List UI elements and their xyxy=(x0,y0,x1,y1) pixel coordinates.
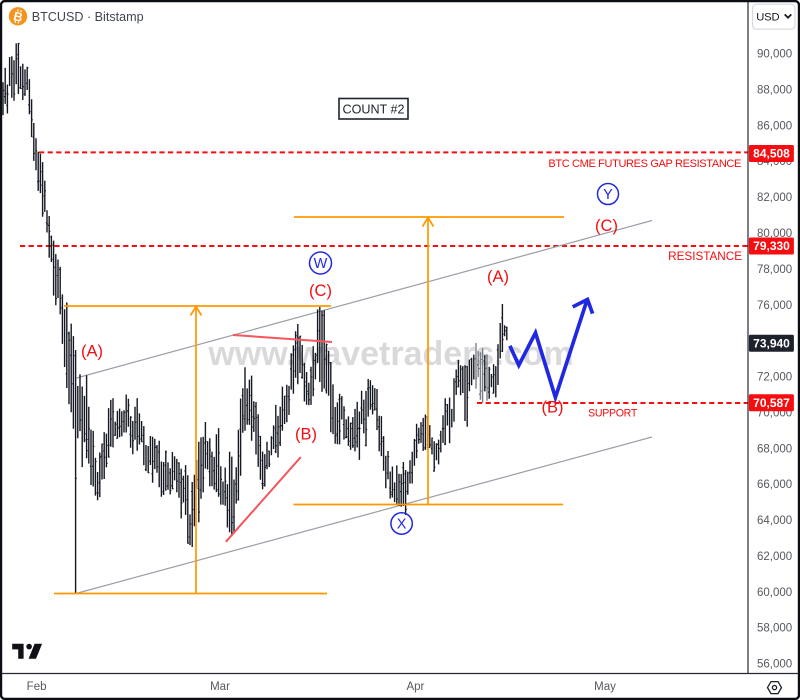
svg-text:78,000: 78,000 xyxy=(757,264,792,276)
svg-text:COUNT #2: COUNT #2 xyxy=(342,103,404,117)
svg-text:84,508: 84,508 xyxy=(753,147,790,161)
svg-text:(C): (C) xyxy=(595,217,618,235)
svg-text:68,000: 68,000 xyxy=(757,443,792,455)
svg-text:73,940: 73,940 xyxy=(753,337,790,351)
svg-text:56,000: 56,000 xyxy=(757,659,792,671)
svg-text:79,330: 79,330 xyxy=(753,239,790,253)
svg-text:Y: Y xyxy=(603,187,613,203)
svg-text:88,000: 88,000 xyxy=(757,85,792,97)
svg-text:(A): (A) xyxy=(487,268,509,286)
svg-text:58,000: 58,000 xyxy=(757,623,792,635)
svg-text:Apr: Apr xyxy=(406,681,424,693)
svg-text:(C): (C) xyxy=(309,282,332,300)
svg-text:RESISTANCE: RESISTANCE xyxy=(668,250,742,263)
svg-text:Mar: Mar xyxy=(210,681,230,693)
svg-text:80,000: 80,000 xyxy=(757,228,792,240)
svg-text:70,587: 70,587 xyxy=(753,396,790,410)
svg-text:X: X xyxy=(397,517,407,533)
svg-text:86,000: 86,000 xyxy=(757,120,792,132)
svg-text:SUPPORT: SUPPORT xyxy=(588,408,638,420)
svg-text:Feb: Feb xyxy=(27,681,47,693)
svg-text:72,000: 72,000 xyxy=(757,372,792,384)
svg-text:(A): (A) xyxy=(81,343,103,361)
svg-text:USD: USD xyxy=(756,12,779,24)
svg-text:60,000: 60,000 xyxy=(757,587,792,599)
svg-text:B: B xyxy=(12,9,24,25)
svg-text:W: W xyxy=(314,256,328,272)
svg-text:62,000: 62,000 xyxy=(757,551,792,563)
svg-text:66,000: 66,000 xyxy=(757,479,792,491)
svg-text:(B): (B) xyxy=(295,426,317,444)
svg-text:82,000: 82,000 xyxy=(757,192,792,204)
svg-text:64,000: 64,000 xyxy=(757,515,792,527)
svg-text:May: May xyxy=(594,681,616,693)
svg-text:76,000: 76,000 xyxy=(757,300,792,312)
svg-text:(B): (B) xyxy=(542,399,564,417)
svg-text:BTCUSD · Bitstamp: BTCUSD · Bitstamp xyxy=(32,10,144,24)
svg-text:90,000: 90,000 xyxy=(757,49,792,61)
svg-text:BTC CME FUTURES GAP RESISTANCE: BTC CME FUTURES GAP RESISTANCE xyxy=(548,158,741,170)
